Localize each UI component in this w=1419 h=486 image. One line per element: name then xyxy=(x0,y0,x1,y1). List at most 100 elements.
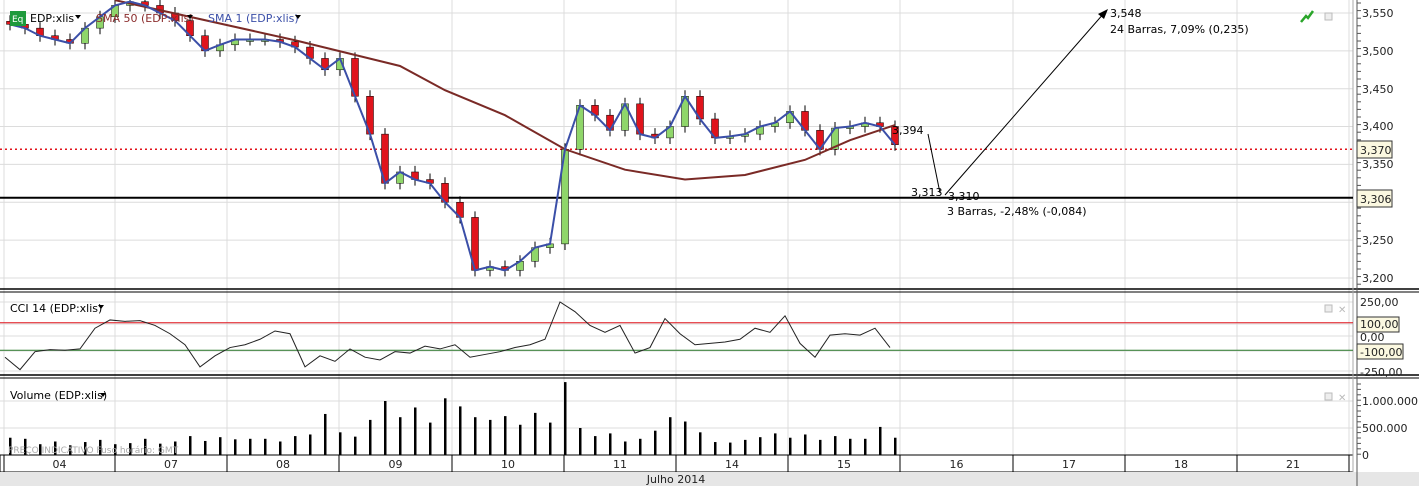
volume-bar xyxy=(219,437,222,455)
legend[interactable]: Eq EDP:xlis SMA 50 (EDP:xlis) SMA 1 (EDP… xyxy=(10,11,301,402)
volume-bar xyxy=(159,443,162,455)
volume-bar xyxy=(39,444,42,455)
volume-bar xyxy=(549,422,552,455)
volume-bars xyxy=(9,382,897,455)
date-label: 07 xyxy=(164,458,178,471)
month-bar xyxy=(0,472,1419,486)
volume-bar xyxy=(849,438,852,455)
chevron-down-icon[interactable] xyxy=(100,393,106,397)
legend-sma1[interactable]: SMA 1 (EDP:xlis) xyxy=(208,12,299,25)
date-labels: 04 07 08 09 10 11 14 15 16 17 18 21 xyxy=(3,455,1350,472)
chevron-down-icon[interactable] xyxy=(75,15,81,19)
cci-tag-lower: -100,00 xyxy=(1356,343,1404,360)
volume-bar xyxy=(669,417,672,455)
volume-bar xyxy=(189,436,192,455)
volume-bar xyxy=(24,438,27,455)
date-label: 10 xyxy=(501,458,515,471)
volume-bar xyxy=(324,413,327,455)
volume-bar xyxy=(519,424,522,455)
volume-bar xyxy=(489,419,492,455)
start-low-label: 3,313 xyxy=(911,186,943,199)
volume-bar xyxy=(624,441,627,455)
volume-bar xyxy=(699,432,702,455)
sma50-line[interactable] xyxy=(114,0,896,181)
volume-bar xyxy=(639,438,642,455)
date-label: 15 xyxy=(837,458,851,471)
price-tag-black: 3,306 xyxy=(1356,189,1393,208)
volume-bar xyxy=(54,441,57,455)
volume-bar xyxy=(819,439,822,455)
volume-bar xyxy=(84,442,87,455)
legend-cci[interactable]: CCI 14 (EDP:xlis) xyxy=(10,302,102,315)
maximize-pane-icon[interactable] xyxy=(1324,392,1333,401)
up-leg-line[interactable] xyxy=(944,11,1106,196)
volume-axis: 1.000.000 500.000 0 xyxy=(1362,395,1418,462)
date-label: 08 xyxy=(276,458,290,471)
cci-axis: 250,00 0,00 -250,00 xyxy=(1360,296,1402,379)
axis-minor-ticks xyxy=(1357,2,1361,455)
sma1-line[interactable] xyxy=(9,0,896,272)
trend-tool-icon[interactable] xyxy=(1300,10,1315,23)
price-tag-red: 3,370 xyxy=(1356,140,1393,159)
watermark: PREÇO INDICATIVO Fuso horário: GMT xyxy=(8,446,179,456)
gridlines xyxy=(0,0,1353,472)
price-tick: 3,250 xyxy=(1362,234,1394,247)
date-label: 21 xyxy=(1286,458,1300,471)
volume-bar xyxy=(144,438,147,455)
legend-sma50[interactable]: SMA 50 (EDP:xlis) xyxy=(96,12,194,25)
volume-bar xyxy=(654,430,657,455)
volume-bar xyxy=(774,433,777,455)
price-tick: 3,350 xyxy=(1362,158,1394,171)
legend-symbol[interactable]: EDP:xlis xyxy=(30,12,74,25)
volume-bar xyxy=(129,443,132,455)
date-label: 14 xyxy=(725,458,739,471)
cci-line[interactable] xyxy=(4,301,891,371)
volume-bar xyxy=(789,437,792,455)
down-stats-label: 3 Barras, -2,48% (-0,084) xyxy=(947,205,1087,218)
chevron-down-icon[interactable] xyxy=(98,305,104,309)
cci-tick: -250,00 xyxy=(1360,366,1402,379)
chevron-down-icon[interactable] xyxy=(187,15,193,19)
svg-text:100,00: 100,00 xyxy=(1360,318,1399,331)
price-axis[interactable]: 3,550 3,500 3,450 3,400 3,350 3,250 3,20… xyxy=(1362,7,1394,285)
volume-bar xyxy=(744,439,747,455)
volume-tick: 0 xyxy=(1362,449,1369,462)
maximize-pane-icon[interactable] xyxy=(1324,304,1333,313)
legend-volume[interactable]: Volume (EDP:xlis) xyxy=(10,389,107,402)
date-label: 16 xyxy=(950,458,964,471)
target-label: 3,548 xyxy=(1110,7,1142,20)
volume-bar xyxy=(864,438,867,455)
volume-bar xyxy=(234,439,237,455)
volume-bar xyxy=(474,417,477,455)
close-pane-icon[interactable]: ✕ xyxy=(1338,393,1346,404)
volume-bar xyxy=(294,436,297,455)
volume-bar xyxy=(879,426,882,455)
volume-bar xyxy=(429,422,432,455)
volume-bar xyxy=(609,433,612,455)
volume-bar xyxy=(174,441,177,455)
volume-bar xyxy=(894,437,897,455)
volume-bar xyxy=(264,438,267,455)
maximize-pane-icon[interactable] xyxy=(1324,12,1333,21)
volume-bar xyxy=(564,382,567,455)
arrow-head-icon xyxy=(1098,9,1108,19)
down-leg-line[interactable] xyxy=(927,133,941,194)
date-label: 18 xyxy=(1174,458,1188,471)
chevron-down-icon[interactable] xyxy=(295,15,301,19)
volume-bar xyxy=(9,437,12,455)
volume-bar xyxy=(369,419,372,455)
pane-separators[interactable] xyxy=(0,288,1419,379)
volume-bar xyxy=(354,436,357,455)
volume-bar xyxy=(459,406,462,455)
volume-bar xyxy=(69,445,72,455)
svg-text:3,370: 3,370 xyxy=(1360,144,1392,157)
trend-annotation[interactable]: 3,394 3,313 3,310 3 Barras, -2,48% (-0,0… xyxy=(892,7,1249,218)
volume-bar xyxy=(384,401,387,455)
cci-tag-upper: 100,00 xyxy=(1356,316,1400,333)
close-pane-icon[interactable]: ✕ xyxy=(1338,305,1346,316)
up-stats-label: 24 Barras, 7,09% (0,235) xyxy=(1110,23,1249,36)
volume-bar xyxy=(339,432,342,455)
volume-bar xyxy=(504,416,507,455)
price-tick: 3,400 xyxy=(1362,120,1394,133)
